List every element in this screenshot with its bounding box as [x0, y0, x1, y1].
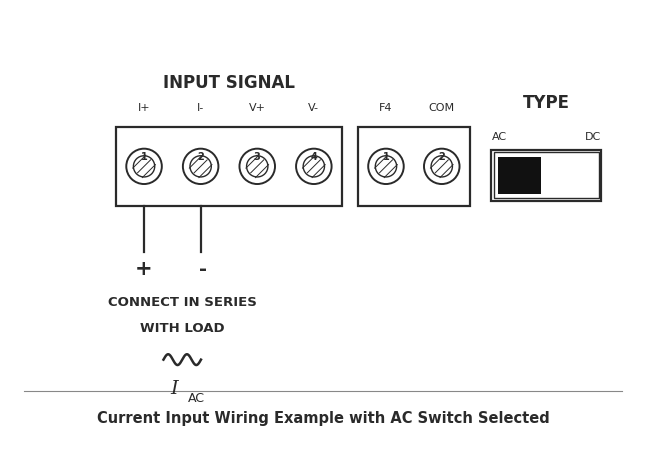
Text: INPUT SIGNAL: INPUT SIGNAL	[163, 74, 295, 92]
Text: Current Input Wiring Example with AC Switch Selected: Current Input Wiring Example with AC Swi…	[97, 411, 549, 426]
Text: AC: AC	[187, 392, 205, 406]
Text: DC: DC	[585, 132, 601, 142]
Text: 2: 2	[439, 152, 445, 162]
Circle shape	[183, 149, 218, 184]
Text: 4: 4	[311, 152, 317, 162]
Bar	[116, 127, 342, 206]
Circle shape	[240, 149, 275, 184]
Text: CONNECT IN SERIES: CONNECT IN SERIES	[108, 296, 256, 309]
Text: -: -	[198, 260, 207, 279]
Text: V+: V+	[249, 103, 266, 113]
Text: 1: 1	[382, 152, 390, 162]
Text: 2: 2	[197, 152, 204, 162]
Circle shape	[126, 149, 162, 184]
Bar	[358, 127, 470, 206]
Text: AC: AC	[492, 132, 506, 142]
Circle shape	[368, 149, 404, 184]
Circle shape	[424, 149, 459, 184]
Text: +: +	[134, 259, 152, 280]
Text: 1: 1	[141, 152, 147, 162]
Text: TYPE: TYPE	[523, 94, 570, 112]
Text: F4: F4	[379, 103, 393, 113]
Text: COM: COM	[429, 103, 455, 113]
Bar	[491, 150, 601, 201]
Text: I+: I+	[138, 103, 151, 113]
Text: 3: 3	[254, 152, 260, 162]
Text: I: I	[171, 380, 178, 398]
Text: WITH LOAD: WITH LOAD	[140, 322, 225, 334]
Text: V-: V-	[308, 103, 319, 113]
Circle shape	[296, 149, 331, 184]
Bar	[498, 157, 541, 194]
Text: I-: I-	[197, 103, 204, 113]
Bar	[494, 152, 599, 199]
